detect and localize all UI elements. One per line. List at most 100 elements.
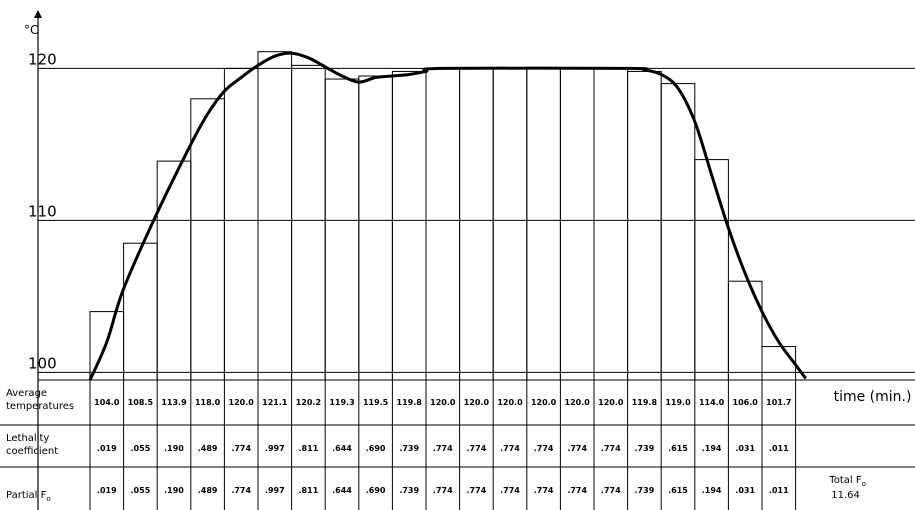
y-tick-100: 100 bbox=[28, 354, 57, 372]
y-tick-120: 120 bbox=[28, 50, 57, 68]
data-table: Average temperatures 104.0 108.5 113.9 118.0 1… bbox=[0, 380, 915, 510]
cell-r3-c8: .644 bbox=[332, 486, 352, 495]
cell-r2-c14: .774 bbox=[534, 444, 554, 453]
cell-r1-c10: 119.8 bbox=[397, 398, 423, 407]
bar-2 bbox=[123, 242, 158, 381]
cell-r3-c21: .011 bbox=[769, 486, 789, 495]
subscript-o: o bbox=[46, 495, 50, 503]
x-axis-label: time (min.) bbox=[834, 389, 912, 405]
cell-r2-c6: .997 bbox=[265, 444, 285, 453]
cell-r1-c1: 104.0 bbox=[94, 398, 120, 407]
row-label-2-line2: coefficient bbox=[6, 446, 58, 457]
row-label-2: Lethality bbox=[6, 433, 49, 444]
cell-r1-c11: 120.0 bbox=[430, 398, 456, 407]
cell-r3-c19: .194 bbox=[702, 486, 722, 495]
cell-r1-c13: 120.0 bbox=[497, 398, 523, 407]
cell-r3-c14: .774 bbox=[534, 486, 554, 495]
cell-r1-c20: 106.0 bbox=[733, 398, 759, 407]
cell-r1-c5: 120.0 bbox=[229, 398, 255, 407]
cell-r1-c12: 120.0 bbox=[464, 398, 490, 407]
cell-r3-c1: .019 bbox=[97, 486, 117, 495]
total-fo-label: Total Fo bbox=[828, 475, 866, 488]
cell-r3-c3: .190 bbox=[164, 486, 184, 495]
cell-r1-c4: 118.0 bbox=[195, 398, 221, 407]
cell-r1-c8: 119.3 bbox=[329, 398, 354, 407]
cell-r2-c9: .690 bbox=[366, 444, 386, 453]
cell-r1-c14: 120.0 bbox=[531, 398, 557, 407]
cell-r1-c2: 108.5 bbox=[128, 398, 154, 407]
cell-r3-c13: .774 bbox=[500, 486, 520, 495]
cell-r2-c17: .739 bbox=[635, 444, 655, 453]
bar-4 bbox=[190, 98, 225, 381]
cell-r3-c7: .811 bbox=[299, 486, 319, 495]
y-axis-arrow bbox=[34, 10, 42, 18]
temperature-curve bbox=[88, 51, 807, 381]
bar-18 bbox=[660, 83, 696, 381]
cell-r2-c3: .190 bbox=[164, 444, 184, 453]
cell-r1-c9: 119.5 bbox=[363, 398, 389, 407]
total-subscript: o bbox=[862, 480, 866, 488]
cell-r2-c4: .489 bbox=[198, 444, 218, 453]
cell-r3-c17: .739 bbox=[635, 486, 655, 495]
bar-17 bbox=[627, 70, 662, 381]
bars bbox=[89, 51, 797, 381]
bar-9 bbox=[358, 75, 393, 381]
row-label-1: Average bbox=[6, 388, 47, 399]
cell-r2-c2: .055 bbox=[131, 444, 151, 453]
bar-6 bbox=[257, 51, 293, 381]
y-axis-group: °C bbox=[24, 10, 42, 510]
cell-r3-c5: .774 bbox=[231, 486, 251, 495]
cell-r2-c21: .011 bbox=[769, 444, 789, 453]
cell-r3-c16: .774 bbox=[601, 486, 621, 495]
bar-15 bbox=[559, 67, 595, 381]
cell-r3-c20: .031 bbox=[735, 486, 755, 495]
cell-r1-c19: 114.0 bbox=[699, 398, 725, 407]
cell-r2-c13: .774 bbox=[500, 444, 520, 453]
bar-20 bbox=[727, 280, 763, 381]
cell-r1-c18: 119.0 bbox=[665, 398, 691, 407]
cell-r2-c7: .811 bbox=[299, 444, 319, 453]
cell-r3-c6: .997 bbox=[265, 486, 285, 495]
y-tick-110: 110 bbox=[28, 202, 57, 220]
y-tick-labels: 100 110 120 bbox=[28, 50, 57, 372]
cell-r2-c12: .774 bbox=[467, 444, 487, 453]
cell-r3-c4: .489 bbox=[198, 486, 218, 495]
cell-r2-c10: .739 bbox=[399, 444, 419, 453]
bar-16 bbox=[593, 67, 629, 381]
row-label-3: Partial Fo bbox=[6, 490, 51, 503]
bar-3 bbox=[156, 160, 192, 381]
cell-r3-c10: .739 bbox=[399, 486, 419, 495]
cell-r3-c2: .055 bbox=[131, 486, 151, 495]
cell-r2-c20: .031 bbox=[735, 444, 755, 453]
cell-r3-c15: .774 bbox=[567, 486, 587, 495]
row-label-1-line2: temperatures bbox=[6, 401, 74, 412]
bar-19 bbox=[694, 159, 729, 381]
cell-r1-c6: 121.1 bbox=[262, 398, 288, 407]
bar-14 bbox=[526, 67, 561, 381]
cell-r2-c18: .615 bbox=[668, 444, 688, 453]
cell-r1-c17: 119.8 bbox=[632, 398, 658, 407]
cell-r1-c16: 120.0 bbox=[598, 398, 624, 407]
cell-r1-c15: 120.0 bbox=[565, 398, 591, 407]
cell-r2-c8: .644 bbox=[332, 444, 352, 453]
cell-r3-c18: .615 bbox=[668, 486, 688, 495]
y-unit-label: °C bbox=[24, 23, 38, 37]
cell-r3-c12: .774 bbox=[467, 486, 487, 495]
cell-r2-c5: .774 bbox=[231, 444, 251, 453]
bar-13 bbox=[492, 67, 528, 381]
bar-8 bbox=[324, 78, 360, 381]
bar-21 bbox=[761, 346, 797, 381]
cell-r2-c1: .019 bbox=[97, 444, 117, 453]
bar-5 bbox=[223, 67, 259, 381]
cell-r2-c11: .774 bbox=[433, 444, 453, 453]
cell-r2-c16: .774 bbox=[601, 444, 621, 453]
bar-7 bbox=[291, 64, 326, 381]
total-fo-value: 11.64 bbox=[831, 490, 860, 501]
bar-11 bbox=[425, 67, 461, 381]
gridlines bbox=[38, 67, 915, 381]
cell-r3-c11: .774 bbox=[433, 486, 453, 495]
bar-12 bbox=[459, 67, 494, 381]
cell-r1-c3: 113.9 bbox=[161, 398, 187, 407]
cell-r3-c9: .690 bbox=[366, 486, 386, 495]
